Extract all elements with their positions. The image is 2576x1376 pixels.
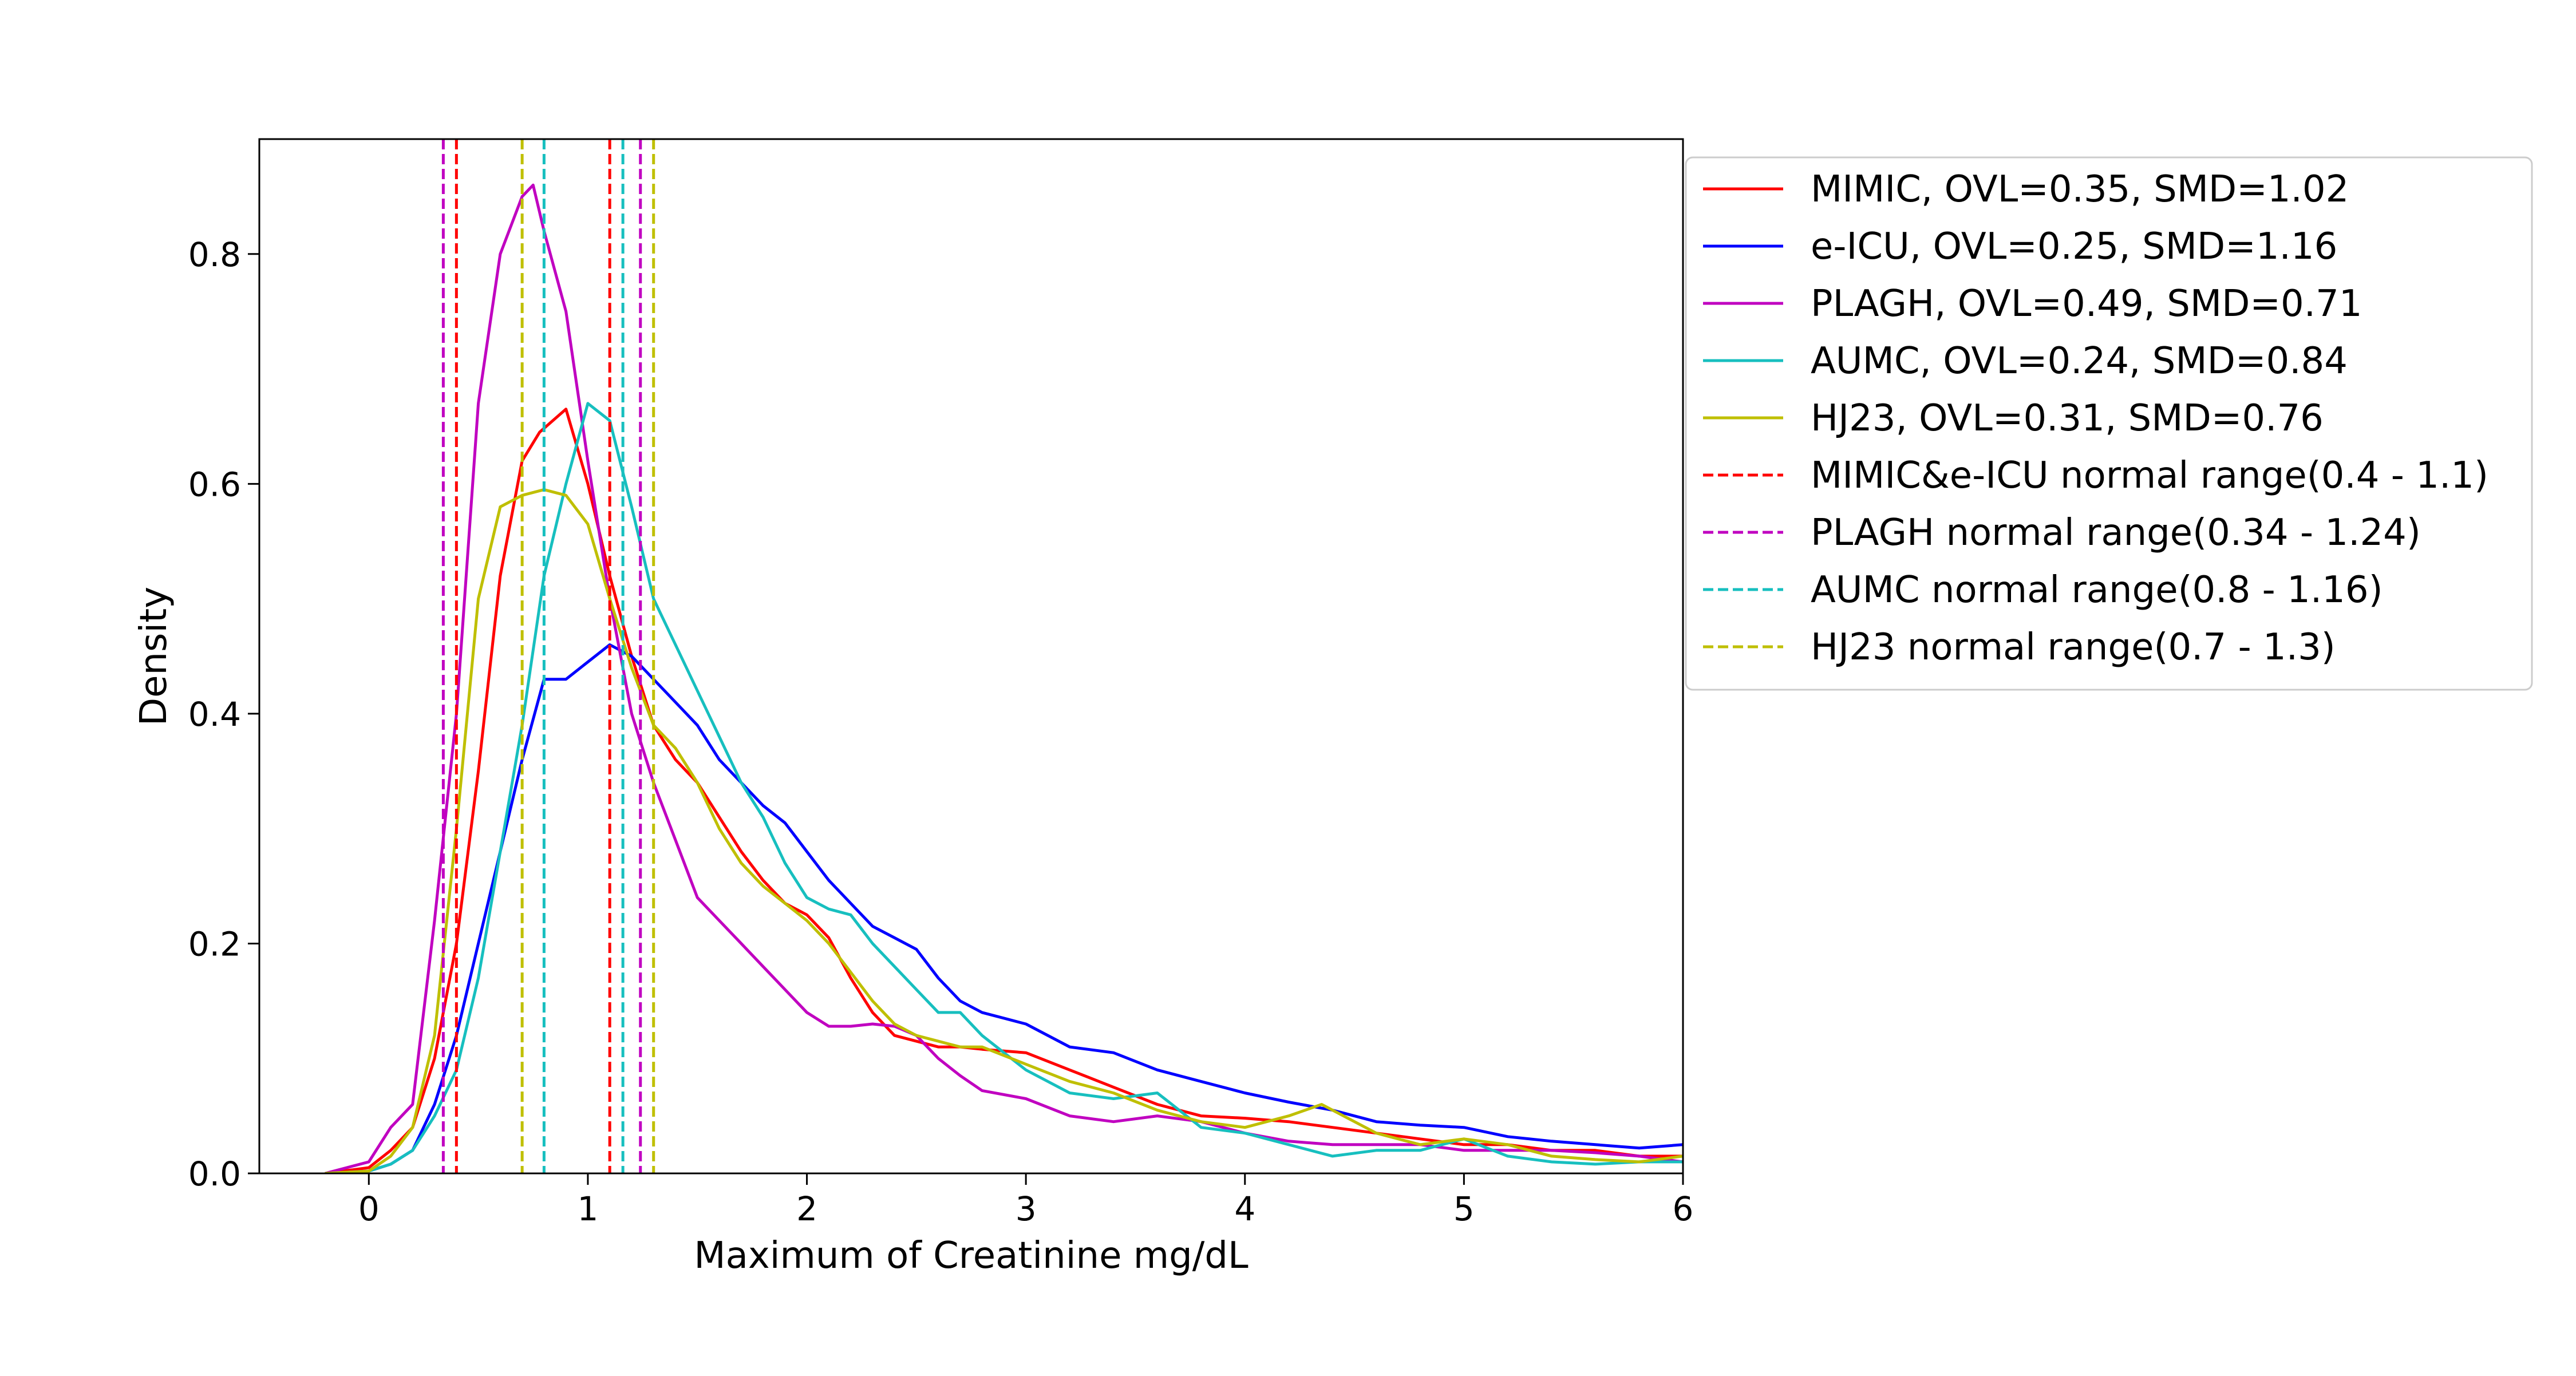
y-tick-label: 0.8 <box>188 235 241 274</box>
x-tick-label: 3 <box>1016 1189 1037 1228</box>
series-line-2 <box>325 183 1683 1173</box>
legend-box <box>1685 156 2533 691</box>
y-tick-label: 0.2 <box>188 924 241 963</box>
legend-label-0: MIMIC, OVL=0.35, SMD=1.02 <box>1811 168 2349 211</box>
x-axis-title: Maximum of Creatinine mg/dL <box>694 1235 1249 1277</box>
series-line-3 <box>325 402 1683 1173</box>
x-tick-label: 1 <box>577 1189 598 1228</box>
x-tick-label: 6 <box>1673 1189 1694 1228</box>
legend-label-6: PLAGH normal range(0.34 - 1.24) <box>1811 512 2421 554</box>
legend-label-3: AUMC, OVL=0.24, SMD=0.84 <box>1811 340 2348 382</box>
x-tick-label: 0 <box>358 1189 380 1228</box>
legend-label-2: PLAGH, OVL=0.49, SMD=0.71 <box>1811 283 2362 325</box>
series-line-1 <box>325 643 1683 1173</box>
y-tick-label: 0.0 <box>188 1154 241 1193</box>
legend-label-5: MIMIC&e-ICU normal range(0.4 - 1.1) <box>1811 454 2488 497</box>
plot-frame <box>258 138 1684 1175</box>
x-tick-label: 2 <box>796 1189 817 1228</box>
legend-label-7: AUMC normal range(0.8 - 1.16) <box>1811 569 2383 611</box>
legend-label-8: HJ23 normal range(0.7 - 1.3) <box>1811 626 2336 669</box>
y-axis-title: Density <box>133 587 175 726</box>
legend: MIMIC, OVL=0.35, SMD=1.02 e-ICU, OVL=0.25… <box>1685 156 2533 691</box>
x-tick-label: 5 <box>1453 1189 1475 1228</box>
legend-label-1: e-ICU, OVL=0.25, SMD=1.16 <box>1811 226 2337 268</box>
series-line-4 <box>325 488 1683 1173</box>
axes: 0 1 2 3 4 5 6 0.0 0.2 0.4 0.6 0.8 <box>188 235 1694 1228</box>
legend-label-4: HJ23, OVL=0.31, SMD=0.76 <box>1811 397 2324 440</box>
plot-area <box>325 139 1683 1173</box>
y-tick-label: 0.6 <box>188 465 241 504</box>
y-tick-label: 0.4 <box>188 695 241 734</box>
x-tick-label: 4 <box>1234 1189 1255 1228</box>
